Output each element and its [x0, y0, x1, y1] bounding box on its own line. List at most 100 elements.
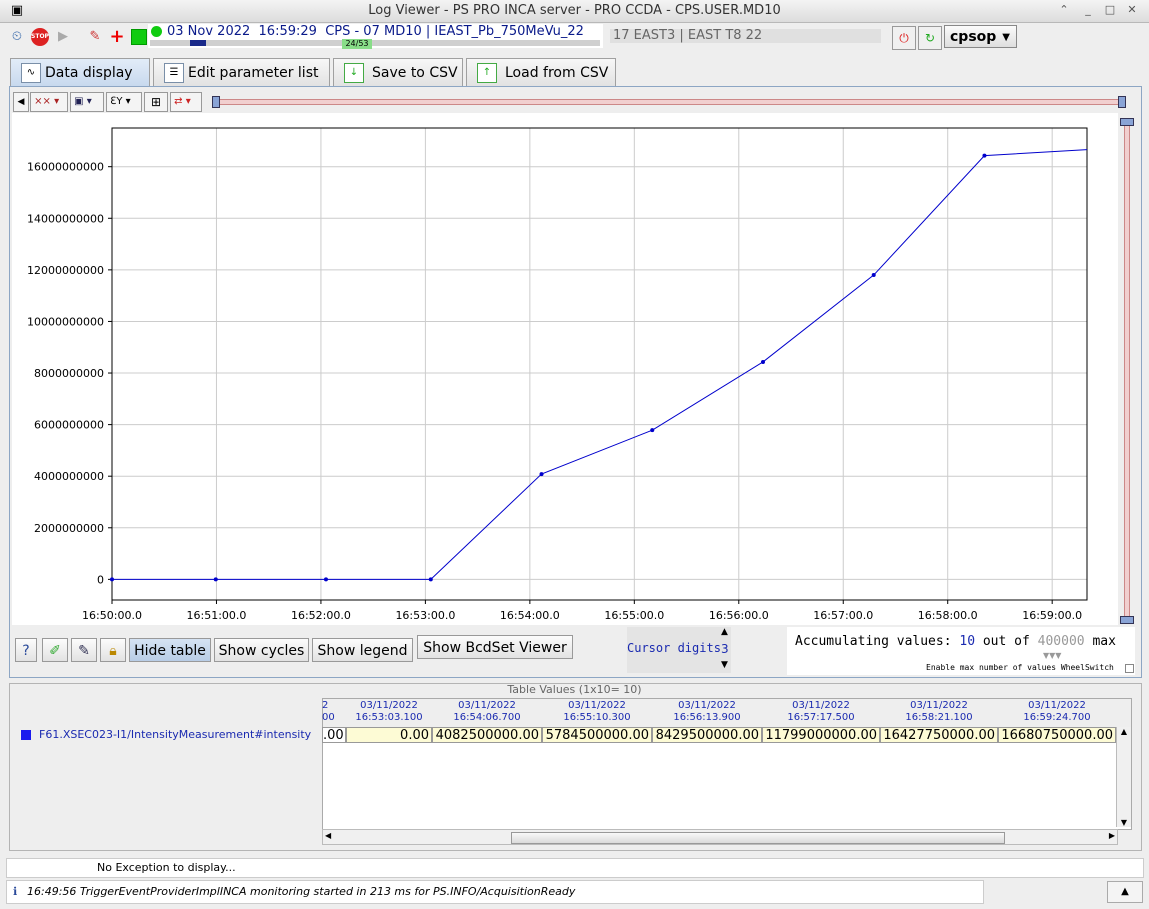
- x-range-slider[interactable]: [212, 96, 1126, 108]
- table-cell[interactable]: 5784500000.00: [542, 727, 652, 743]
- data-point: [110, 577, 114, 582]
- data-point: [650, 428, 655, 433]
- table-title: Table Values (1x10= 10): [507, 683, 642, 696]
- table-cell[interactable]: .00: [322, 727, 346, 743]
- scroll-thumb[interactable]: [511, 832, 1005, 844]
- log-bar: ℹ 16:49:56 TriggerEventProviderImplINCA …: [6, 880, 984, 904]
- cursor-digits-label: Cursor digits: [627, 641, 721, 655]
- y-tick-label: 0: [97, 573, 104, 586]
- column-header-time: 16:55:10.300: [563, 712, 631, 723]
- table-cell[interactable]: 16680750000.00: [998, 727, 1116, 743]
- scroll-left-icon[interactable]: ◀: [325, 831, 332, 840]
- range-icon[interactable]: ⇄ ▾: [170, 92, 202, 112]
- zoom-icon[interactable]: ▣ ▾: [70, 92, 104, 112]
- pen-icon[interactable]: ✐: [42, 638, 68, 662]
- x-tick-label: 16:56:00.0: [709, 609, 769, 622]
- annotate-icon[interactable]: ✎: [71, 638, 97, 662]
- x-tick-label: 16:52:00.0: [291, 609, 351, 622]
- series-line: [112, 149, 1087, 580]
- wheel-arrows-icon[interactable]: ▼▼▼: [1043, 651, 1062, 660]
- increment-icon[interactable]: ▲: [721, 627, 728, 637]
- live-indicator-icon: [151, 26, 162, 37]
- column-header[interactable]: 03/11/2022: [360, 700, 418, 711]
- log-text: 16:49:56 TriggerEventProviderImplINCA mo…: [27, 885, 576, 898]
- tab-save-to-csv[interactable]: ↓ Save to CSV: [333, 58, 463, 86]
- accum-out-of: out of: [982, 634, 1030, 649]
- app-icon: ▣: [10, 3, 24, 18]
- y-tick-label: 10000000000: [27, 315, 104, 328]
- column-header[interactable]: 2: [322, 700, 329, 711]
- exception-bar: No Exception to display...: [6, 858, 1144, 878]
- show-legend-button[interactable]: Show legend: [312, 638, 413, 662]
- x-tick-label: 16:50:00.0: [82, 609, 142, 622]
- window-menu-icon[interactable]: ⌃: [1059, 3, 1069, 16]
- table-row-header[interactable]: F61.XSEC023-I1/IntensityMeasurement#inte…: [18, 724, 318, 746]
- column-header[interactable]: 03/11/2022: [1028, 700, 1086, 711]
- table-cell[interactable]: 11799000000.00: [762, 727, 880, 743]
- plot-area: [111, 127, 1088, 601]
- tab-label: Save to CSV: [372, 65, 458, 81]
- tab-edit-parameter-list[interactable]: ☰ Edit parameter list: [153, 58, 330, 86]
- add-icon[interactable]: +: [109, 26, 125, 47]
- table-cell[interactable]: 4082500000.00: [432, 727, 542, 743]
- table-cell[interactable]: 8429500000.00: [652, 727, 762, 743]
- eraser-icon[interactable]: ✎: [89, 29, 101, 44]
- show-bcdset-viewer-button[interactable]: Show BcdSet Viewer: [417, 635, 573, 659]
- accum-max-value[interactable]: 400000: [1037, 634, 1085, 649]
- y-axis-icon[interactable]: ℇY ▾: [106, 92, 142, 112]
- maximize-icon[interactable]: □: [1104, 3, 1116, 16]
- data-point: [539, 472, 544, 477]
- close-icon[interactable]: ✕: [1127, 3, 1137, 16]
- show-cycles-button[interactable]: Show cycles: [214, 638, 309, 662]
- tab-data-display[interactable]: ∿ Data display: [10, 58, 150, 86]
- y-tick-label: 12000000000: [27, 264, 104, 277]
- series-style-icon[interactable]: ⨯⨯ ▾: [30, 92, 68, 112]
- clock-icon[interactable]: ⏲: [11, 29, 23, 44]
- column-header[interactable]: 03/11/2022: [678, 700, 736, 711]
- column-header-time: 16:54:06.700: [453, 712, 521, 723]
- column-header-time: 16:59:24.700: [1023, 712, 1091, 723]
- data-point: [323, 577, 328, 582]
- help-icon[interactable]: ?: [15, 638, 37, 662]
- scroll-up-icon[interactable]: ▲: [1120, 727, 1128, 736]
- table-hscrollbar[interactable]: ◀ ▶: [322, 829, 1118, 845]
- tab-load-from-csv[interactable]: ↑ Load from CSV: [466, 58, 616, 86]
- cursor-digits-value[interactable]: 3: [721, 642, 729, 656]
- account-name: cpsop: [950, 29, 997, 45]
- x-tick-label: 16:51:00.0: [187, 609, 247, 622]
- power-icon[interactable]: ⏻: [892, 26, 916, 50]
- accum-count: 10: [959, 634, 976, 649]
- minimize-icon[interactable]: _: [1085, 3, 1091, 16]
- play-icon[interactable]: ▶: [58, 29, 68, 44]
- table-cell[interactable]: 16427750000.00: [880, 727, 998, 743]
- column-header-time: 00: [322, 712, 335, 723]
- scroll-down-icon[interactable]: ▼: [1120, 818, 1128, 827]
- column-header[interactable]: 03/11/2022: [568, 700, 626, 711]
- table-cell[interactable]: 0.00: [346, 727, 432, 743]
- accumulating-line: Accumulating values: 10 out of 400000 ma…: [795, 634, 1116, 649]
- refresh-icon[interactable]: ↻: [918, 26, 942, 50]
- row-label: F61.XSEC023-I1/IntensityMeasurement#inte…: [39, 728, 312, 741]
- stop-icon[interactable]: STOP: [31, 28, 49, 46]
- scroll-right-icon[interactable]: ▶: [1108, 831, 1115, 840]
- load-csv-icon: ↑: [477, 63, 497, 83]
- table-vscrollbar[interactable]: ▲ ▼: [1116, 727, 1131, 827]
- column-header[interactable]: 03/11/2022: [792, 700, 850, 711]
- expand-log-icon[interactable]: ▲: [1107, 881, 1143, 903]
- y-tick-label: 2000000000: [34, 522, 104, 535]
- hide-table-button[interactable]: Hide table: [129, 638, 211, 662]
- column-header[interactable]: 03/11/2022: [910, 700, 968, 711]
- collapse-left-icon[interactable]: ◀: [13, 92, 29, 112]
- lock-icon[interactable]: 🔒︎: [100, 638, 126, 662]
- fit-icon[interactable]: ⊞: [144, 92, 168, 112]
- column-header[interactable]: 03/11/2022: [458, 700, 516, 711]
- enable-max-checkbox[interactable]: [1125, 664, 1134, 673]
- account-dropdown[interactable]: cpsop ▼: [944, 25, 1017, 48]
- window-titlebar: ▣ Log Viewer - PS PRO INCA server - PRO …: [0, 0, 1149, 23]
- decrement-icon[interactable]: ▼: [721, 660, 728, 670]
- timestamp-line: 03 Nov 2022 16:59:29 CPS - 07 MD10 | IEA…: [167, 24, 584, 39]
- column-header-time: 16:57:17.500: [787, 712, 855, 723]
- cycle-counter: 24/53: [342, 39, 372, 49]
- y-range-slider[interactable]: [1120, 118, 1134, 624]
